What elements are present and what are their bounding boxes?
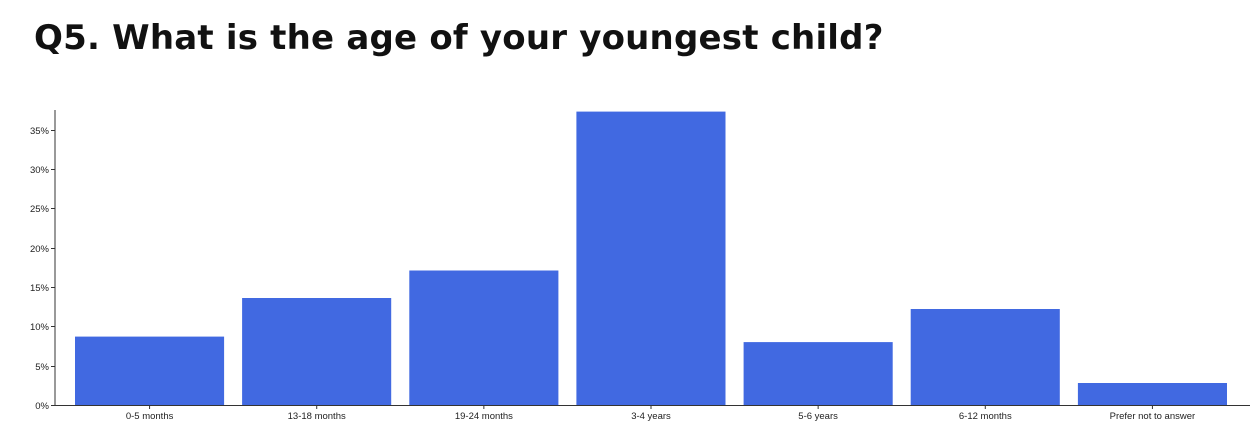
bar-5-6-years xyxy=(743,342,893,405)
y-tick-label: 0% xyxy=(35,401,49,412)
y-tick-label: 5% xyxy=(35,362,49,373)
y-tick-label: 20% xyxy=(30,244,50,255)
x-axis: 0-5 months 13-18 months 19-24 months 3-4 ye… xyxy=(55,405,1250,422)
bar-3-4-years xyxy=(576,111,726,405)
chart-title: Q5. What is the age of your youngest chi… xyxy=(34,18,884,58)
x-tick-label: Prefer not to answer xyxy=(1110,411,1196,422)
y-tick-label: 30% xyxy=(30,165,50,176)
x-tick-label: 0-5 months xyxy=(126,411,174,422)
x-tick-label: 19-24 months xyxy=(455,411,513,422)
bar-0-5-months xyxy=(75,336,225,405)
bar-6-12-months xyxy=(910,309,1060,405)
x-tick-label: 3-4 years xyxy=(631,411,671,422)
bar-19-24-months xyxy=(409,270,559,405)
y-tick-label: 10% xyxy=(30,322,50,333)
y-axis: 0% 5% 10% 15% 20% 25% 30% 35% xyxy=(30,110,56,412)
x-tick-label: 6-12 months xyxy=(959,411,1012,422)
x-tick-label: 13-18 months xyxy=(288,411,346,422)
y-tick-label: 35% xyxy=(30,126,50,137)
y-tick-label: 15% xyxy=(30,283,50,294)
x-tick-label: 5-6 years xyxy=(798,411,838,422)
bar-13-18-months xyxy=(242,298,392,405)
y-tick-label: 25% xyxy=(30,204,50,215)
bar-prefer-not-to-answer xyxy=(1077,383,1227,405)
bars xyxy=(75,111,1227,405)
